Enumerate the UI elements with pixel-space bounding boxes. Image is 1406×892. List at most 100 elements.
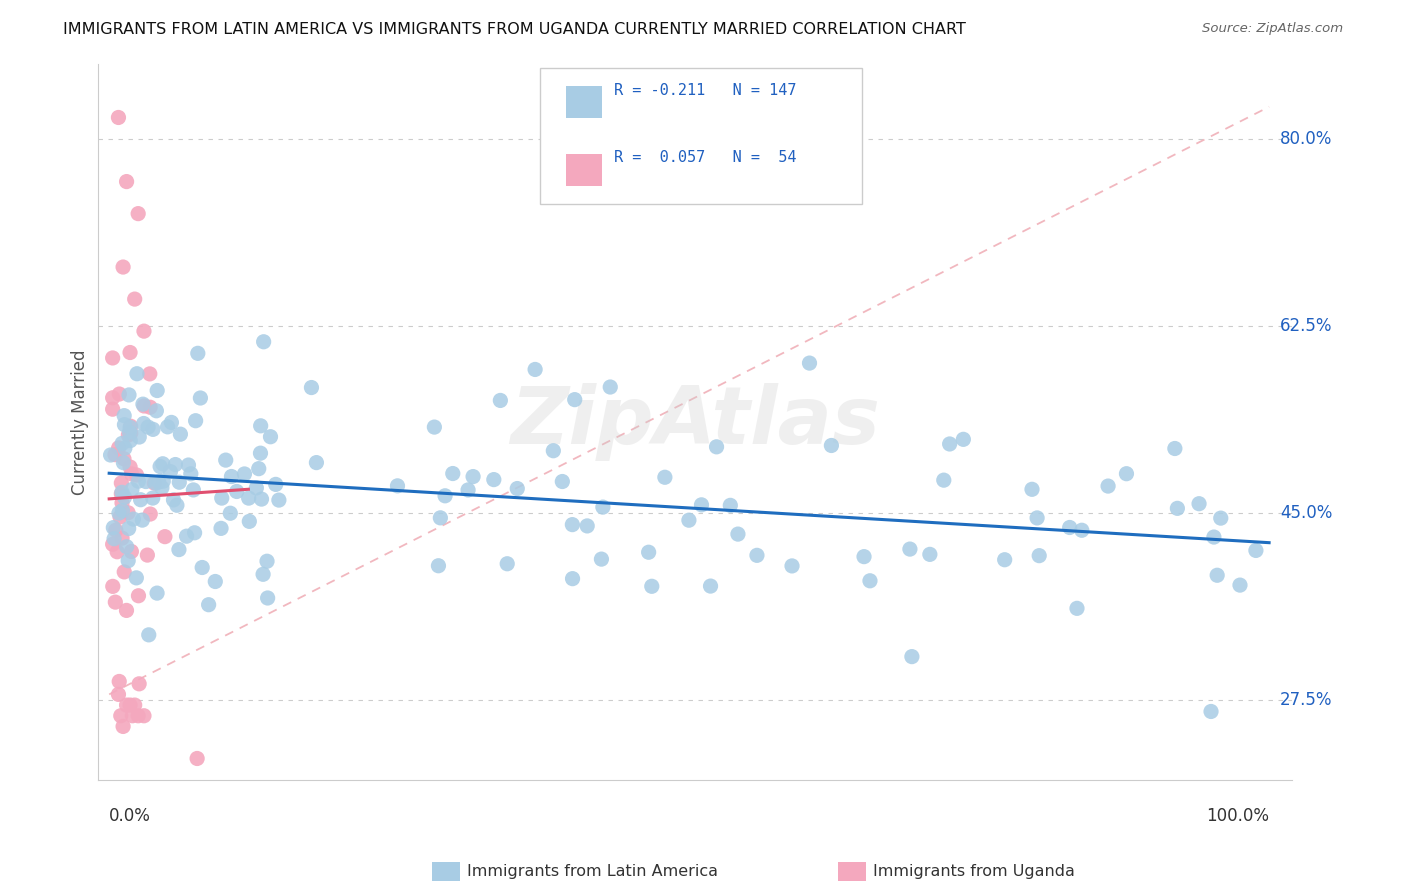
Point (952, 433, 974, 447)
Point (146, 586, 169, 600)
Point (561, 572, 583, 586)
Text: 100.0%: 100.0% (1206, 806, 1270, 824)
Point (457, 483, 479, 497)
Point (706, 440, 728, 454)
Point (101, 579, 124, 593)
Point (591, 552, 613, 566)
Point (1164, 442, 1187, 456)
Point (104, 448, 127, 462)
Point (482, 473, 505, 487)
Point (745, 549, 768, 563)
Text: IMMIGRANTS FROM LATIN AMERICA VS IMMIGRANTS FROM UGANDA CURRENTLY MARRIED CORREL: IMMIGRANTS FROM LATIN AMERICA VS IMMIGRA… (63, 22, 966, 37)
Point (176, 529, 198, 543)
Point (145, 404, 167, 418)
Point (187, 346, 209, 360)
Point (387, 479, 409, 493)
Point (256, 554, 278, 568)
Point (637, 545, 659, 559)
Point (1021, 483, 1043, 497)
Point (898, 542, 921, 557)
Point (641, 579, 664, 593)
Point (138, 628, 160, 642)
Point (120, 460, 142, 475)
Bar (565, 153, 602, 186)
Point (104, 523, 127, 537)
Point (1026, 511, 1049, 525)
Point (197, 598, 219, 612)
Point (543, 443, 565, 458)
Point (859, 574, 882, 588)
Point (1199, 705, 1222, 719)
Point (118, 388, 141, 402)
Point (107, 687, 129, 701)
Point (127, 206, 149, 220)
Point (152, 457, 174, 471)
Point (112, 260, 135, 274)
Point (128, 430, 150, 444)
Point (103, 521, 125, 535)
Point (129, 492, 152, 507)
Point (105, 545, 128, 559)
Point (204, 574, 226, 589)
Point (101, 402, 124, 417)
Point (853, 549, 876, 564)
Point (112, 456, 135, 470)
Point (1209, 511, 1232, 525)
Point (108, 387, 131, 401)
Point (918, 547, 941, 561)
Point (136, 420, 159, 434)
Point (215, 453, 238, 467)
Point (136, 548, 159, 562)
Point (1188, 497, 1211, 511)
Point (249, 418, 271, 433)
Point (506, 482, 529, 496)
Point (159, 465, 181, 479)
Text: Source: ZipAtlas.com: Source: ZipAtlas.com (1202, 22, 1343, 36)
Point (160, 416, 183, 430)
Text: R =  0.057   N =  54: R = 0.057 N = 54 (613, 150, 796, 165)
Point (139, 507, 162, 521)
Point (256, 591, 278, 605)
Point (1229, 578, 1251, 592)
Point (221, 469, 243, 483)
Point (112, 719, 135, 733)
Point (110, 475, 132, 490)
Point (120, 419, 142, 434)
Point (167, 542, 190, 557)
Point (111, 531, 134, 545)
Point (169, 475, 191, 490)
Point (120, 426, 142, 441)
Point (183, 483, 205, 497)
Point (112, 409, 135, 423)
Point (146, 384, 169, 398)
Point (264, 477, 287, 491)
Point (183, 525, 205, 540)
Point (111, 496, 134, 510)
Point (114, 490, 136, 504)
Text: 45.0%: 45.0% (1281, 504, 1333, 522)
Point (118, 345, 141, 359)
Point (209, 521, 232, 535)
Point (139, 367, 162, 381)
Point (994, 552, 1017, 566)
Point (820, 438, 842, 452)
Point (1070, 523, 1092, 537)
Point (128, 677, 150, 691)
Point (121, 483, 143, 497)
Point (117, 554, 139, 568)
Point (101, 351, 124, 365)
Point (678, 513, 700, 527)
Point (122, 512, 145, 526)
Point (108, 506, 131, 520)
Point (114, 417, 136, 432)
Point (654, 470, 676, 484)
Point (799, 356, 821, 370)
Point (127, 474, 149, 488)
Point (107, 441, 129, 455)
Point (225, 484, 247, 499)
Point (901, 649, 924, 664)
Point (131, 513, 153, 527)
Point (252, 567, 274, 582)
Point (132, 399, 155, 413)
Point (1166, 501, 1188, 516)
